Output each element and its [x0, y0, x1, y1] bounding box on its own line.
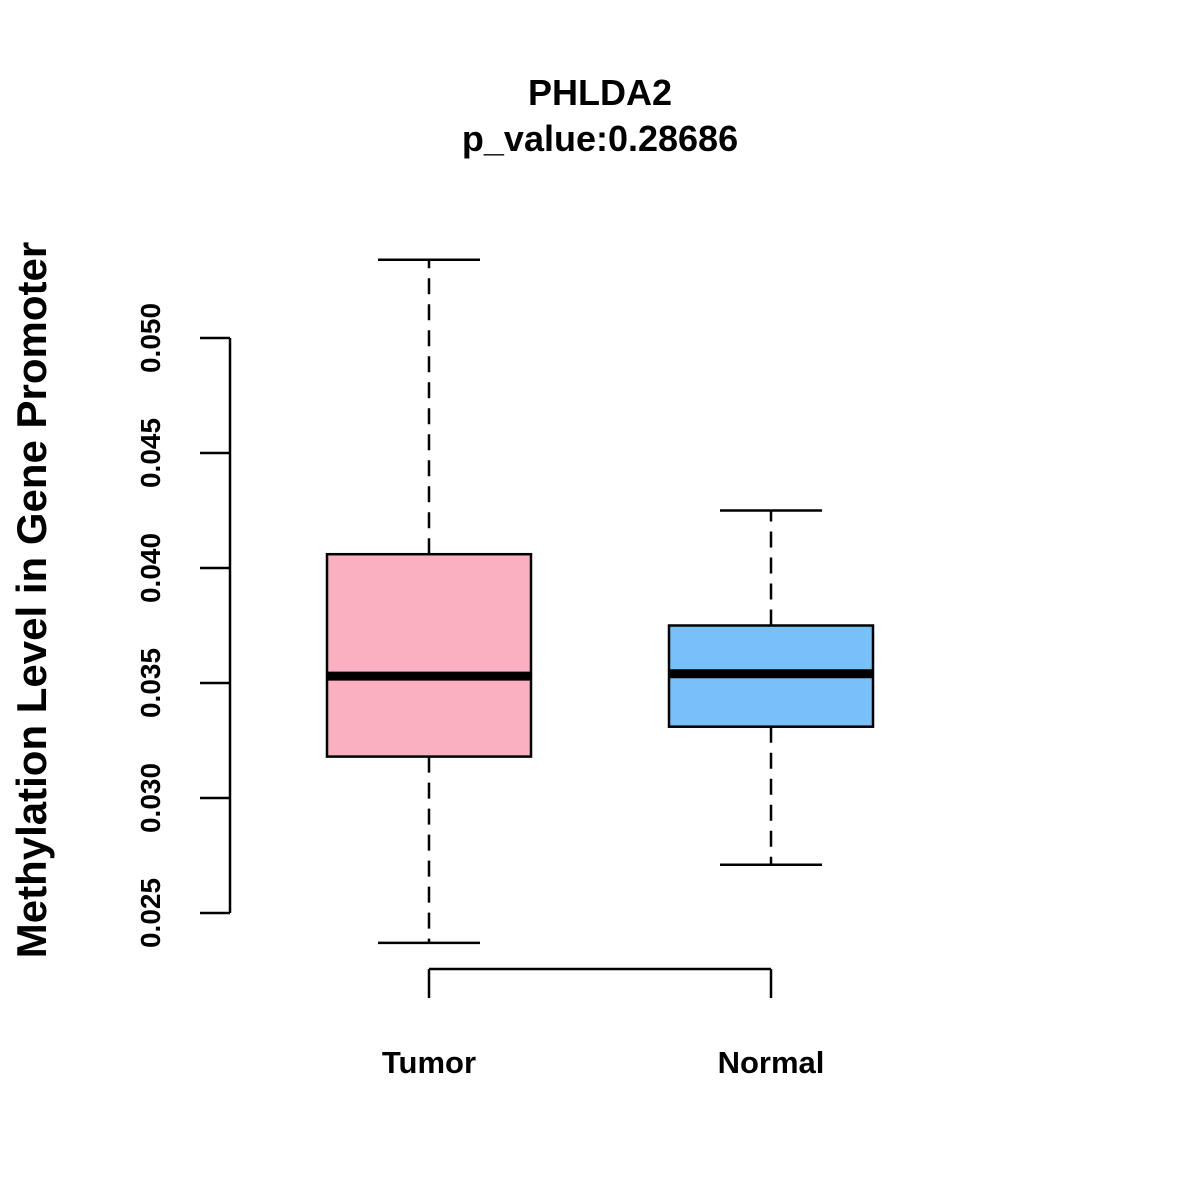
y-tick-label: 0.045	[135, 418, 166, 488]
x-axis: Tumor Normal	[382, 967, 825, 1080]
box-series	[325, 258, 875, 945]
chart-title: PHLDA2	[528, 72, 672, 113]
y-tick-label: 0.030	[135, 763, 166, 833]
x-tick-label: Normal	[718, 1045, 825, 1080]
y-tick-label: 0.050	[135, 303, 166, 373]
y-axis-label: Methylation Level in Gene Promoter	[8, 242, 55, 958]
y-tick-label: 0.035	[135, 648, 166, 718]
y-tick-label: 0.025	[135, 878, 166, 948]
box-tumor	[325, 258, 533, 945]
y-axis: 0.025 0.030 0.035 0.040 0.045 0.050	[135, 303, 232, 948]
y-tick-label: 0.040	[135, 533, 166, 603]
x-tick-label: Tumor	[382, 1045, 476, 1080]
chart-subtitle: p_value:0.28686	[462, 118, 738, 159]
box-normal	[667, 509, 875, 866]
iqr-box	[325, 552, 533, 758]
